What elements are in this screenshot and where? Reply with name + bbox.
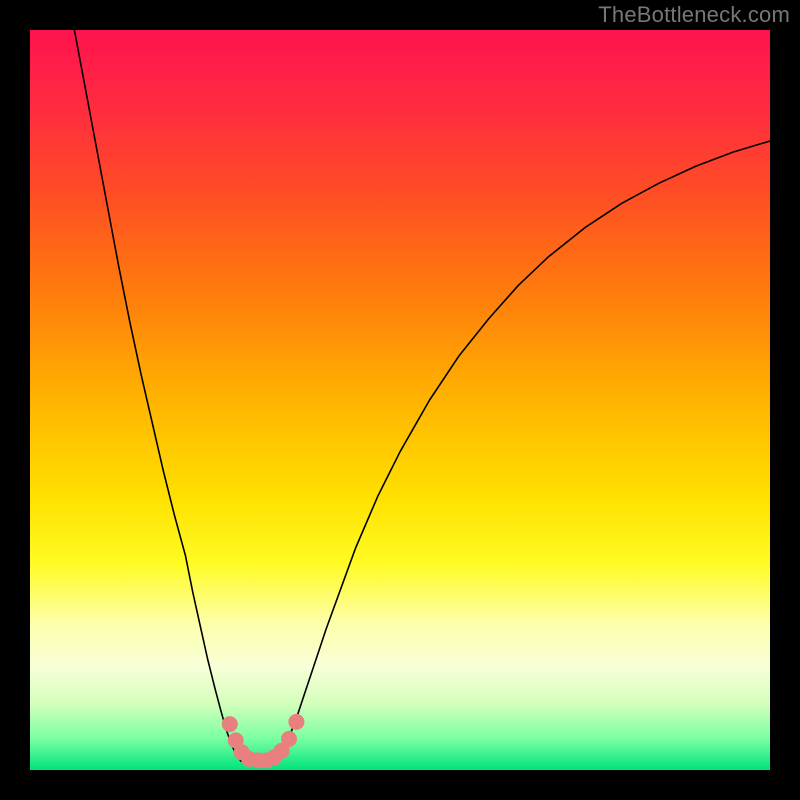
watermark-text: TheBottleneck.com [598,2,790,28]
data-marker [222,717,237,732]
figure-stage: TheBottleneck.com [0,0,800,800]
bottleneck-curve-chart [0,0,800,800]
data-marker [289,714,304,729]
plot-gradient-background [30,30,770,770]
data-marker [282,731,297,746]
